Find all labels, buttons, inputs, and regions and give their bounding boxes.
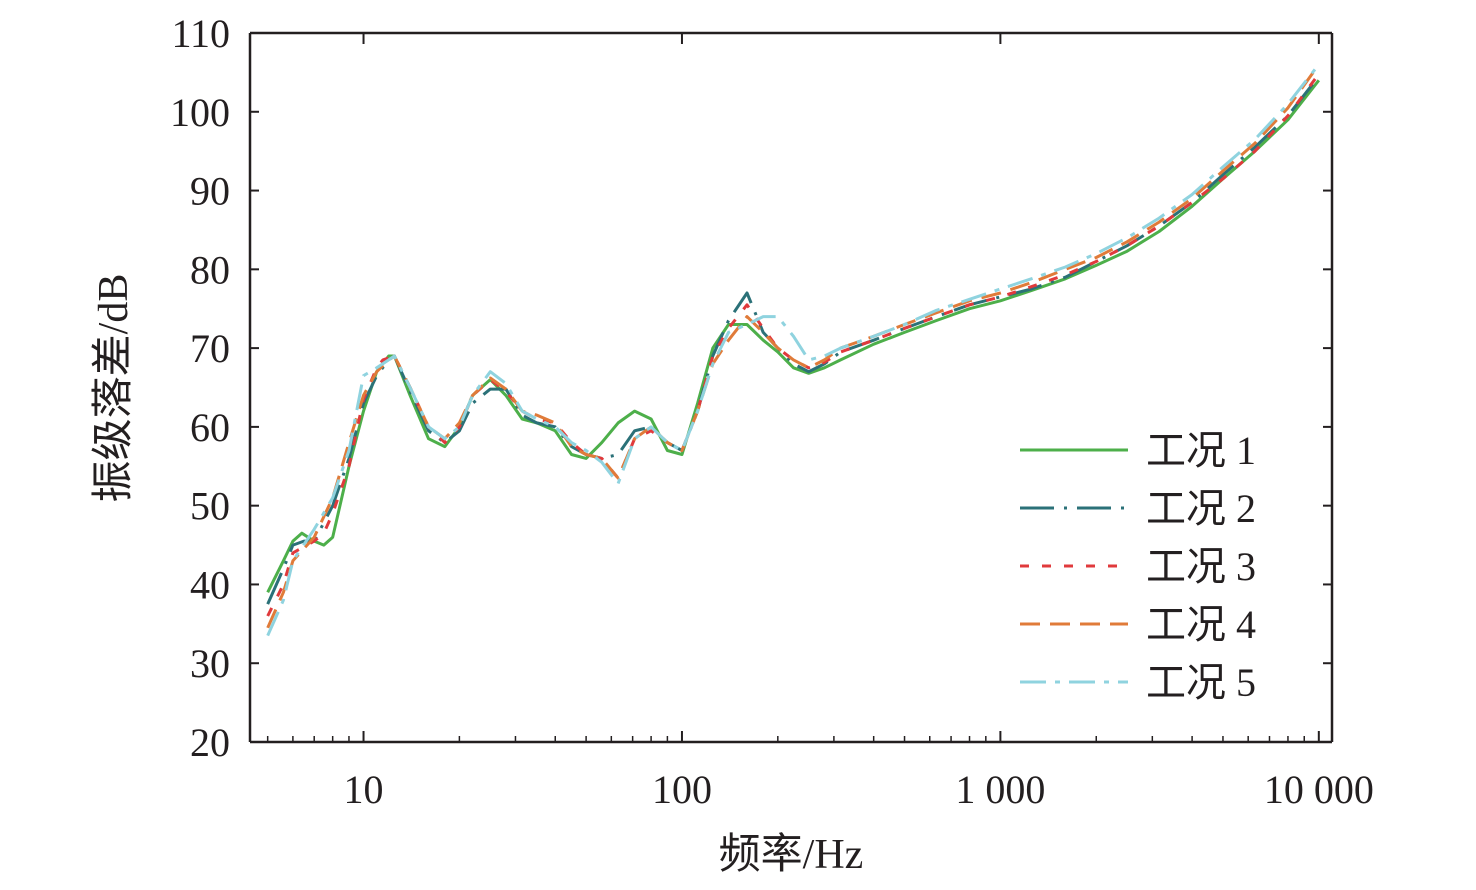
x-axis-title: 频率/Hz bbox=[719, 831, 864, 878]
y-tick-label: 60 bbox=[190, 405, 230, 450]
legend-label-2: 工况 2 bbox=[1146, 486, 1256, 531]
y-tick-label: 100 bbox=[170, 90, 230, 135]
legend-label-3: 工况 3 bbox=[1146, 544, 1256, 589]
legend: 工况 1 工况 2 工况 3 工况 4 工况 5 bbox=[1020, 428, 1256, 705]
y-ticks: 20 30 40 50 60 70 80 90 100 110 bbox=[170, 11, 1332, 765]
y-tick-label: 40 bbox=[190, 562, 230, 607]
y-tick-label: 90 bbox=[190, 169, 230, 214]
series-line-3 bbox=[266, 73, 1321, 617]
series-line-2 bbox=[266, 75, 1320, 605]
legend-label-1: 工况 1 bbox=[1146, 428, 1256, 473]
legend-label-4: 工况 4 bbox=[1146, 602, 1256, 647]
x-tick-label: 10 000 bbox=[1264, 767, 1374, 812]
y-tick-label: 110 bbox=[171, 11, 230, 56]
x-ticks: 10 100 1 000 10 000 bbox=[266, 33, 1374, 812]
series-layer bbox=[266, 63, 1321, 637]
y-axis-title: 振级落差/dB bbox=[91, 274, 137, 503]
y-tick-label: 30 bbox=[190, 641, 230, 686]
x-tick-label: 100 bbox=[652, 767, 712, 812]
y-tick-label: 70 bbox=[190, 326, 230, 371]
legend-label-5: 工况 5 bbox=[1146, 660, 1256, 705]
x-tick-label: 1 000 bbox=[955, 767, 1045, 812]
x-tick-label: 10 bbox=[344, 767, 384, 812]
y-tick-label: 80 bbox=[190, 247, 230, 292]
series-line-5 bbox=[266, 63, 1320, 637]
y-tick-label: 20 bbox=[190, 720, 230, 765]
y-tick-label: 50 bbox=[190, 484, 230, 529]
